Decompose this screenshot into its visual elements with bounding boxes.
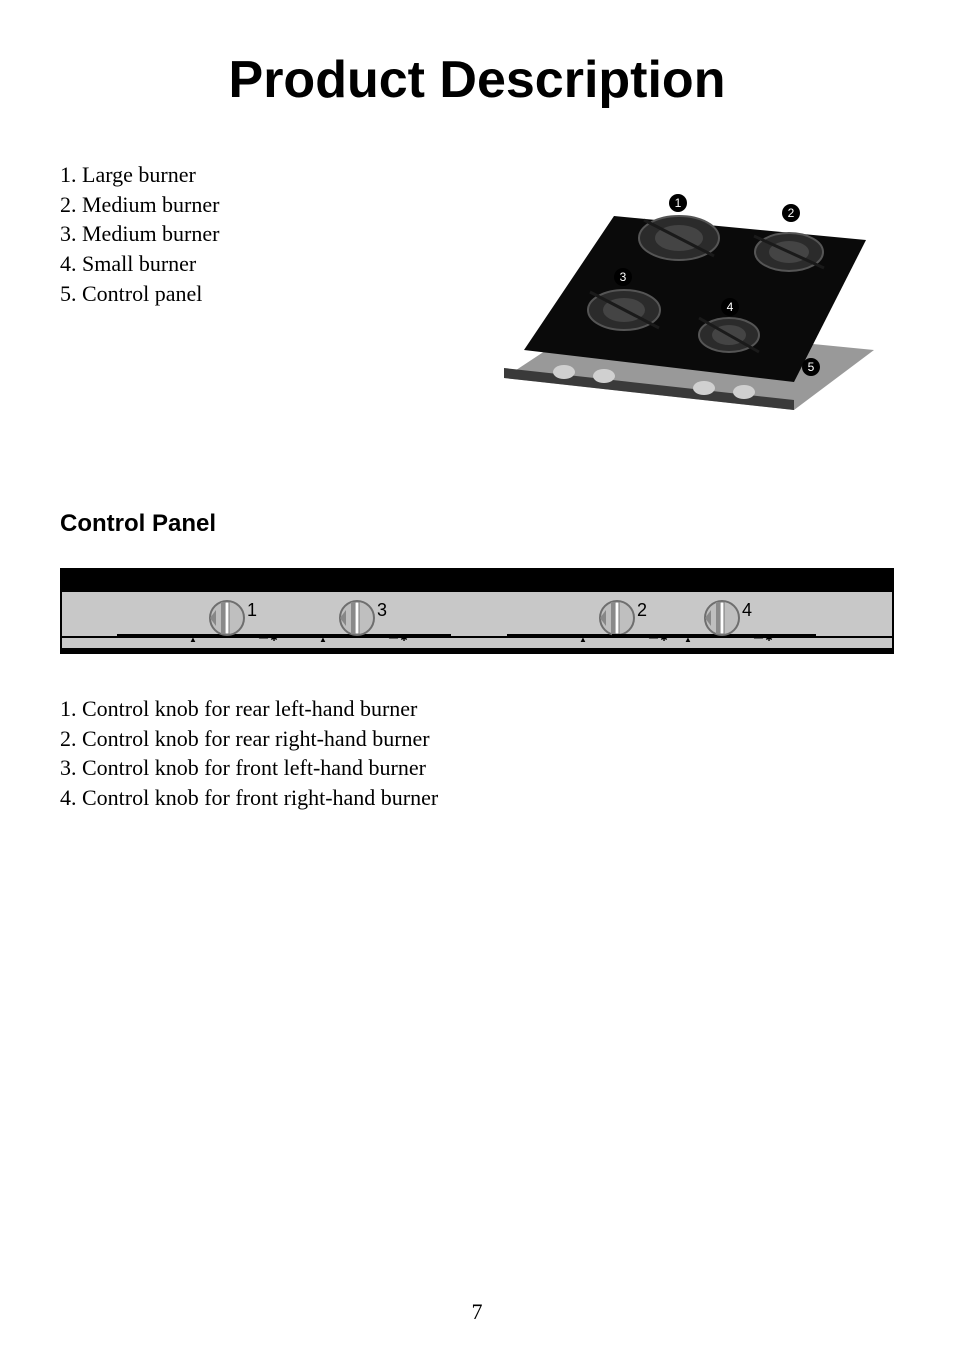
knob-number-label: 3 <box>377 600 387 621</box>
control-knob: 3— ✱▲ <box>337 598 421 646</box>
knob-icon <box>597 598 637 638</box>
hob-illustration: 1 2 3 4 5 <box>494 160 894 420</box>
list-item: 4. Small burner <box>60 249 219 279</box>
hob-svg <box>494 160 894 420</box>
list-item: 1. Control knob for rear left-hand burne… <box>60 694 894 724</box>
list-item: 2. Medium burner <box>60 190 219 220</box>
knob-number-label: 2 <box>637 600 647 621</box>
control-knob: 2— ✱▲ <box>597 598 681 646</box>
knob-icon <box>702 598 742 638</box>
marker-2: 2 <box>782 204 800 222</box>
list-item: 4. Control knob for front right-hand bur… <box>60 783 894 813</box>
panel-bottom-bar <box>62 648 892 652</box>
knob-number-label: 1 <box>247 600 257 621</box>
page-title: Product Description <box>60 50 894 110</box>
control-panel-diagram: 1— ✱▲3— ✱▲2— ✱▲4— ✱▲ <box>60 568 894 654</box>
panel-body: 1— ✱▲3— ✱▲2— ✱▲4— ✱▲ <box>62 592 892 648</box>
knob-icon <box>337 598 377 638</box>
marker-3: 3 <box>614 268 632 286</box>
section-title: Control Panel <box>60 510 894 538</box>
flame-indicator-icon: — ✱ <box>754 633 773 644</box>
marker-1: 1 <box>669 194 687 212</box>
list-item: 3. Medium burner <box>60 219 219 249</box>
parts-list: 1. Large burner 2. Medium burner 3. Medi… <box>60 160 219 308</box>
control-panel-list: 1. Control knob for rear left-hand burne… <box>60 694 894 813</box>
marker-5: 5 <box>802 358 820 376</box>
panel-baseline <box>62 636 892 638</box>
page-number: 7 <box>0 1299 954 1325</box>
control-knob: 1— ✱▲ <box>207 598 291 646</box>
flame-indicator-icon: — ✱ <box>389 633 408 644</box>
knob-number-label: 4 <box>742 600 752 621</box>
list-item: 3. Control knob for front left-hand burn… <box>60 753 894 783</box>
list-item: 2. Control knob for rear right-hand burn… <box>60 724 894 754</box>
upper-section: 1. Large burner 2. Medium burner 3. Medi… <box>60 160 894 420</box>
list-item: 1. Large burner <box>60 160 219 190</box>
knob-icon <box>207 598 247 638</box>
marker-4: 4 <box>721 298 739 316</box>
control-knob: 4— ✱▲ <box>702 598 786 646</box>
list-item: 5. Control panel <box>60 279 219 309</box>
panel-top-bar <box>62 570 892 592</box>
